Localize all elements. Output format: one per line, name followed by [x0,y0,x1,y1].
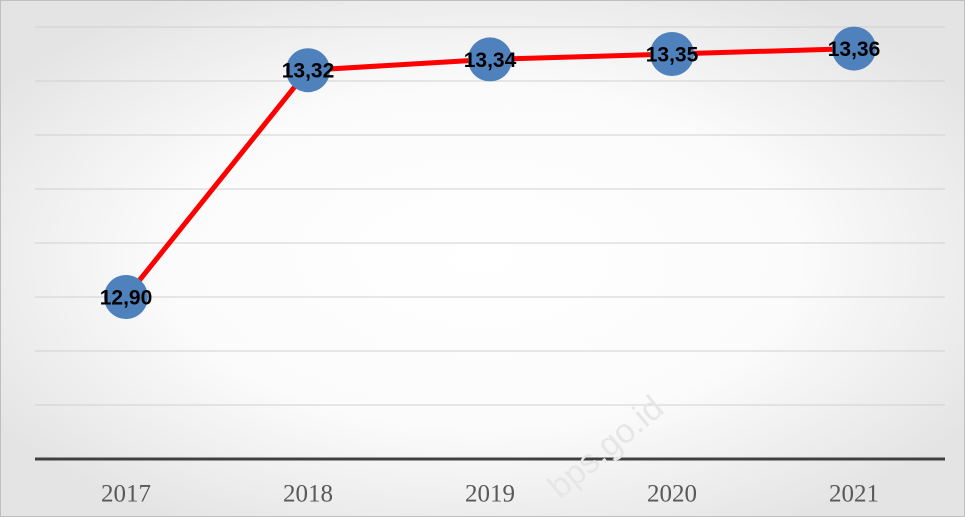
marker [104,275,148,319]
marker [468,37,512,82]
marker [832,26,876,71]
x-tick-label: 2020 [647,481,697,508]
data-label: 13,36 [828,38,881,61]
x-tick-label: 2017 [101,481,151,508]
marker [650,32,694,76]
marker [286,48,330,93]
data-label: 12,90 [100,287,153,310]
grid [35,26,945,461]
data-label: 13,35 [646,44,699,67]
x-tick-label: 2019 [465,481,515,508]
data-label: 13,34 [464,49,517,72]
plot: 2017 2018 2019 2020 2021 12,90 13,32 13,34 13,35… [100,26,881,508]
data-label: 13,32 [282,60,335,83]
x-tick-label: 2018 [283,481,333,508]
x-tick-label: 2021 [829,481,879,508]
